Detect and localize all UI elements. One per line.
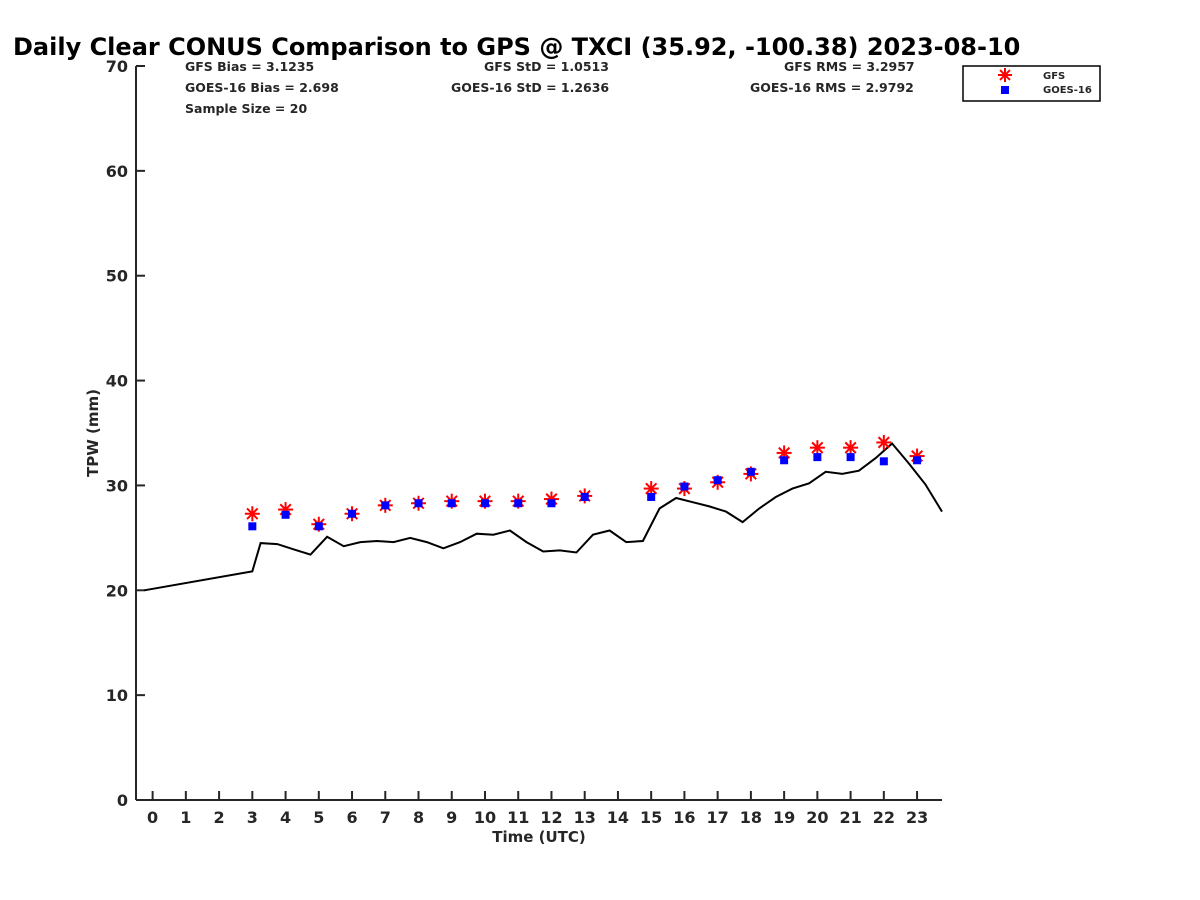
goes16-point: [580, 492, 589, 501]
goes16-point: [647, 492, 656, 501]
x-tick-label: 8: [413, 808, 424, 827]
x-axis-label: Time (UTC): [492, 828, 586, 846]
goes16-point: [846, 453, 855, 462]
x-tick-label: 0: [147, 808, 158, 827]
y-tick-label: 50: [106, 267, 128, 286]
goes16-point: [281, 510, 290, 519]
goes16-point: [480, 499, 489, 508]
stats-annotations: GFS Bias = 3.1235 GFS StD = 1.0513 GFS R…: [185, 59, 915, 116]
goes16-point: [713, 476, 722, 485]
x-tick-label: 6: [346, 808, 357, 827]
legend-box: [962, 65, 1101, 102]
x-tick-label: 15: [640, 808, 662, 827]
gfs-point: [876, 434, 892, 450]
y-tick-label: 40: [106, 372, 128, 391]
goes16-point: [879, 457, 888, 466]
goes16-point: [913, 456, 922, 465]
goes16-point: [381, 501, 390, 510]
axes: [135, 66, 942, 801]
stat-goes-std: GOES-16 StD = 1.2636: [451, 80, 609, 95]
x-tick-label: 7: [380, 808, 391, 827]
x-tick-label: 4: [280, 808, 291, 827]
x-tick-label: 12: [540, 808, 562, 827]
goes16-point: [547, 499, 556, 508]
goes16-point: [348, 509, 357, 518]
y-tick-label: 20: [106, 581, 128, 600]
stat-goes-rms: GOES-16 RMS = 2.9792: [750, 80, 914, 95]
legend-goes16-marker: [1001, 86, 1009, 94]
stat-goes-bias: GOES-16 Bias = 2.698: [185, 80, 339, 95]
legend-gfs-marker: [998, 68, 1012, 82]
x-tick-label: 20: [806, 808, 828, 827]
x-tick-label: 18: [740, 808, 762, 827]
legend-gfs-label: GFS: [1043, 71, 1065, 82]
y-axis-label: TPW (mm): [84, 389, 102, 477]
goes16-point: [780, 456, 789, 465]
goes16-point: [514, 499, 523, 508]
y-tick-label: 70: [106, 57, 128, 76]
gfs-point: [843, 440, 859, 456]
gfs-point: [244, 506, 260, 522]
x-tick-label: 14: [607, 808, 629, 827]
goes16-point: [248, 522, 257, 531]
stat-gfs-rms: GFS RMS = 3.2957: [784, 59, 915, 74]
legend-goes16-label: GOES-16: [1043, 85, 1092, 96]
x-tick-label: 2: [214, 808, 225, 827]
gps-line: [144, 442, 943, 592]
x-tick-label: 3: [247, 808, 258, 827]
x-tick-label: 1: [180, 808, 191, 827]
y-tick-label: 10: [106, 686, 128, 705]
goes16-point: [414, 499, 423, 508]
x-tick-label: 13: [574, 808, 596, 827]
stat-gfs-bias: GFS Bias = 3.1235: [185, 59, 314, 74]
y-tick-label: 60: [106, 162, 128, 181]
x-tick-label: 5: [313, 808, 324, 827]
goes16-point: [447, 499, 456, 508]
goes16-point: [680, 482, 689, 491]
x-tick-label: 9: [446, 808, 457, 827]
x-tick-label: 17: [707, 808, 729, 827]
x-tick-label: 10: [474, 808, 496, 827]
stat-sample-size: Sample Size = 20: [185, 101, 307, 116]
x-tick-label: 22: [873, 808, 895, 827]
legend: GFS GOES-16: [962, 65, 1101, 102]
x-tick-label: 21: [839, 808, 861, 827]
goes16-point: [813, 453, 822, 462]
x-tick-label: 11: [507, 808, 529, 827]
x-tick-label: 19: [773, 808, 795, 827]
x-tick-label: 23: [906, 808, 928, 827]
plot-area: [144, 434, 943, 592]
y-tick-label: 0: [117, 791, 128, 810]
x-tick-label: 16: [673, 808, 695, 827]
stat-gfs-std: GFS StD = 1.0513: [484, 59, 609, 74]
y-tick-label: 30: [106, 476, 128, 495]
goes16-point: [746, 467, 755, 476]
goes16-point: [314, 522, 323, 531]
gfs-point: [809, 440, 825, 456]
chart-title: Daily Clear CONUS Comparison to GPS @ TX…: [13, 33, 1020, 61]
